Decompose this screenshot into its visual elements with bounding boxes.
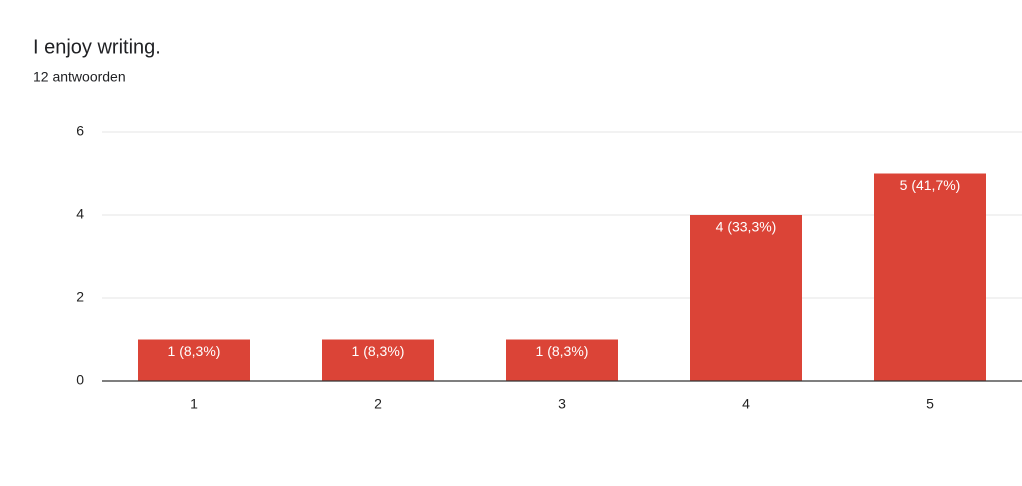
x-tick-label: 5 xyxy=(926,396,934,412)
value-label: 4 (33,3%) xyxy=(716,219,777,235)
y-tick-label: 4 xyxy=(76,206,84,222)
bar xyxy=(322,339,434,381)
x-tick-label: 3 xyxy=(558,396,566,412)
value-label: 1 (8,3%) xyxy=(168,343,221,359)
x-tick-label: 4 xyxy=(742,396,750,412)
value-label: 5 (41,7%) xyxy=(900,177,961,193)
value-label: 1 (8,3%) xyxy=(352,343,405,359)
bar xyxy=(874,173,986,381)
bar xyxy=(506,339,618,381)
y-tick-label: 6 xyxy=(76,123,84,139)
y-tick-label: 0 xyxy=(76,372,84,388)
bar xyxy=(690,215,802,381)
x-tick-label: 1 xyxy=(190,396,198,412)
x-tick-label: 2 xyxy=(374,396,382,412)
chart-title: I enjoy writing. xyxy=(33,36,161,58)
y-tick-label: 2 xyxy=(76,289,84,305)
chart-subtitle: 12 antwoorden xyxy=(33,69,126,85)
value-label: 1 (8,3%) xyxy=(536,343,589,359)
bar xyxy=(138,339,250,381)
